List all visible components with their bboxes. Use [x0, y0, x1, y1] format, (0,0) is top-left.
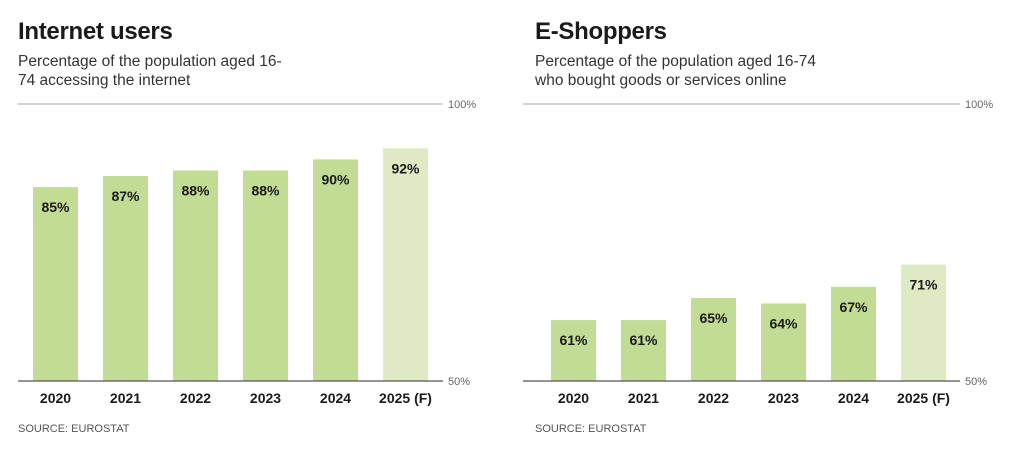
chart-source: SOURCE: EUROSTAT — [535, 423, 647, 435]
y-tick-label: 100% — [965, 99, 993, 111]
x-tick-label: 2022 — [698, 390, 729, 406]
bar-2022 — [173, 170, 218, 381]
x-tick-label: 2021 — [628, 390, 659, 406]
bar-2022 — [691, 297, 736, 381]
chart-source: SOURCE: EUROSTAT — [18, 423, 130, 435]
data-label: 67% — [839, 299, 868, 315]
data-label: 65% — [699, 310, 728, 326]
bar-2023 — [761, 303, 806, 381]
x-tick-label: 2023 — [768, 390, 799, 406]
chart-title: Internet users — [18, 18, 173, 45]
internet-users-panel: Internet users Percentage of the populat… — [18, 18, 282, 435]
data-label: 64% — [769, 315, 798, 331]
x-tick-label: 2023 — [250, 390, 281, 406]
data-label: 87% — [111, 188, 140, 204]
x-tick-label: 2020 — [558, 390, 589, 406]
y-tick-label: 50% — [965, 376, 987, 388]
x-tick-label: 2025 (F) — [379, 390, 432, 406]
x-tick-label: 2020 — [40, 390, 71, 406]
data-label: 71% — [909, 277, 938, 293]
x-tick-label: 2021 — [110, 390, 141, 406]
bar-2024 — [831, 286, 876, 381]
data-label: 90% — [321, 171, 350, 187]
bar-2020 — [551, 320, 596, 381]
data-label: 88% — [251, 182, 280, 198]
bar-2025 (F) — [901, 264, 946, 381]
data-label: 61% — [559, 332, 588, 348]
bar-2020 — [33, 187, 78, 381]
x-tick-label: 2024 — [320, 390, 351, 406]
chart-subtitle: Percentage of the population aged 16-74 … — [535, 53, 816, 89]
data-label: 61% — [629, 332, 658, 348]
bar-2021 — [621, 320, 666, 381]
data-label: 85% — [41, 199, 70, 215]
bar-2021 — [103, 176, 148, 381]
x-tick-label: 2025 (F) — [897, 390, 950, 406]
y-tick-label: 100% — [448, 99, 476, 111]
chart-subtitle: Percentage of the population aged 16-74 … — [18, 53, 282, 89]
data-label: 88% — [181, 182, 210, 198]
bar-2024 — [313, 159, 358, 381]
bar-2025 (F) — [383, 148, 428, 381]
x-tick-label: 2024 — [838, 390, 869, 406]
x-tick-label: 2022 — [180, 390, 211, 406]
y-tick-label: 50% — [448, 376, 470, 388]
chart-title: E-Shoppers — [535, 18, 667, 45]
e-shoppers-panel: E-Shoppers Percentage of the population … — [512, 0, 1024, 454]
bar-2023 — [243, 170, 288, 381]
data-label: 92% — [391, 160, 420, 176]
